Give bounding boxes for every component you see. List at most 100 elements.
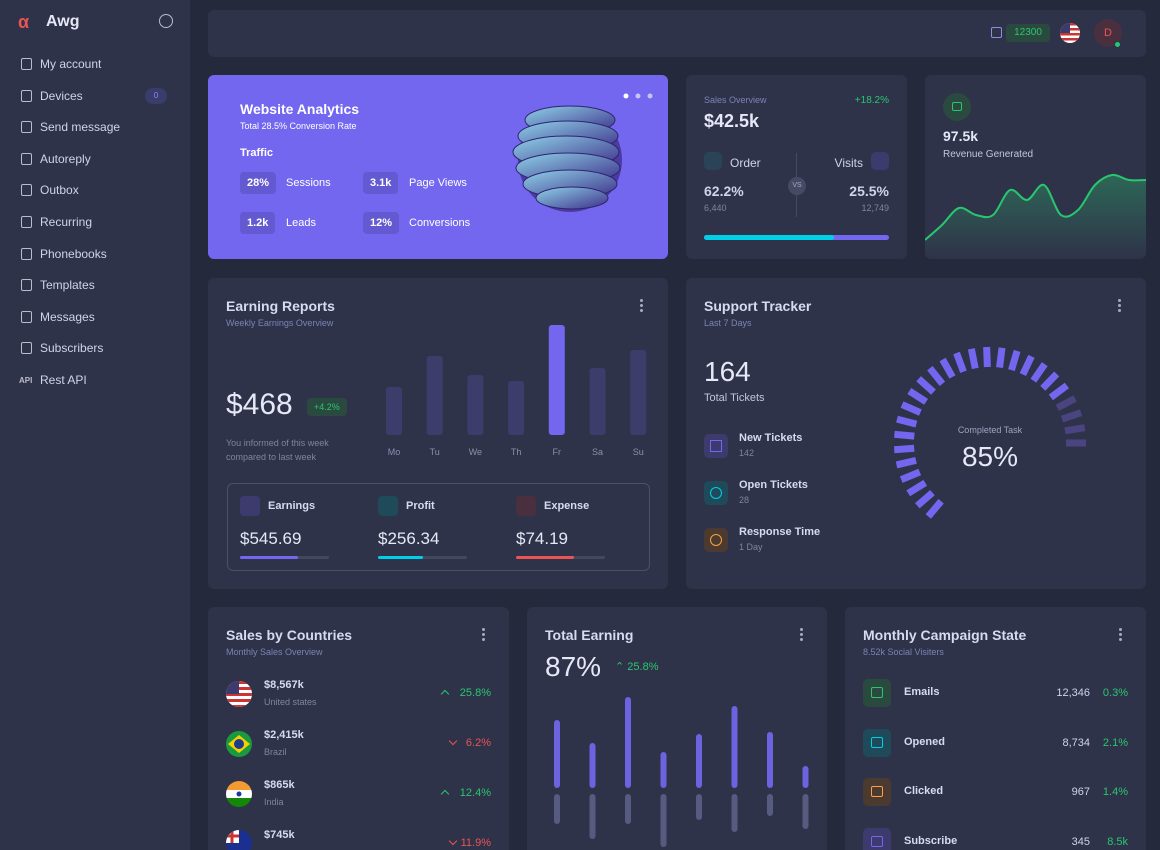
sparkline: [925, 173, 1146, 259]
menu-button[interactable]: [640, 304, 643, 307]
website-analytics: Website Analytics Total 28.5% Conversion…: [208, 75, 668, 259]
breakdown-progress-fill: [240, 556, 298, 559]
earning-bar: [589, 743, 596, 788]
revenue-label: Revenue Generated: [943, 149, 1034, 160]
menu-item[interactable]: Send message: [40, 120, 121, 135]
country-change: 11.9%: [460, 837, 491, 849]
gauge-tick: [939, 357, 956, 379]
menu-item[interactable]: Subscribers: [40, 341, 104, 356]
ticket-icon: [704, 434, 728, 458]
gauge: [893, 346, 1086, 519]
order-icon: [704, 152, 722, 170]
earning-bar: [767, 732, 773, 788]
brand: Awg: [46, 13, 80, 30]
ticket-value: 1 Day: [739, 542, 763, 552]
card-subtitle: 8.52k Social Visiters: [863, 647, 944, 657]
total-earning: Total Earning 87% ⌃ 25.8%: [527, 607, 827, 850]
bar: [467, 375, 484, 435]
campaign-icon: [863, 778, 891, 806]
gauge-tick: [906, 479, 928, 497]
wallet-icon: [991, 27, 1002, 38]
menu-button[interactable]: [1118, 304, 1121, 307]
day-label: Th: [511, 447, 522, 457]
gauge-tick: [967, 348, 979, 370]
day-label: We: [469, 447, 482, 457]
wallet-balance[interactable]: 12300: [1006, 24, 1050, 42]
campaign-icon: [863, 827, 891, 850]
card-title: Earning Reports: [226, 298, 335, 314]
order-percent: 62.2%: [704, 183, 744, 199]
earning-bar: [660, 752, 667, 788]
menu-icon: [21, 279, 32, 292]
gauge-tick: [899, 468, 922, 483]
expense-bar: [589, 794, 596, 839]
country-amount: $865k: [264, 779, 295, 791]
menu-icon: [21, 184, 32, 197]
gauge-tick: [1019, 354, 1035, 376]
gauge-label: Completed Task: [957, 425, 1023, 435]
menu-item[interactable]: Autoreply: [40, 151, 91, 166]
menu-item[interactable]: Outbox: [40, 183, 79, 198]
menu-item[interactable]: Templates: [40, 278, 95, 293]
bar: [630, 350, 647, 435]
flags: [226, 681, 252, 850]
campaign-count: 345: [1071, 835, 1090, 848]
ticket-icon: [704, 481, 728, 505]
gauge-tick: [894, 430, 915, 440]
visits-icon: [871, 152, 889, 170]
breakdown-label: Profit: [406, 500, 435, 512]
menu-item[interactable]: Phonebooks: [40, 246, 107, 261]
icon-glyph: [710, 534, 722, 546]
menu-icon-text: API: [19, 376, 33, 385]
gauge-tick: [1030, 362, 1048, 383]
menu-button[interactable]: [1119, 633, 1122, 636]
revenue-icon: [943, 93, 971, 121]
card-title: Sales by Countries: [226, 627, 353, 643]
progress: [704, 235, 889, 240]
menu-icon: [21, 152, 32, 165]
gauge-tick: [996, 347, 1006, 369]
collapse-toggle[interactable]: [159, 14, 173, 28]
icon-glyph: [710, 440, 722, 452]
amount: $468: [226, 388, 293, 421]
country-change: 6.2%: [465, 737, 491, 749]
expense-bar: [767, 794, 773, 816]
menu-item[interactable]: Devices: [40, 88, 83, 103]
menu-button[interactable]: [482, 633, 485, 636]
expense-bar: [696, 794, 702, 820]
change-value: 25.8%: [627, 661, 659, 673]
menu-icon: [21, 342, 32, 355]
breakdown: Earnings $545.69 Profit $256.34 Expense $74.1…: [227, 483, 650, 571]
card-subtitle: Weekly Earnings Overview: [226, 318, 334, 328]
gauge-tick: [916, 376, 936, 395]
weekly-bars: Mo Tu We Th Fr Sa Su: [386, 325, 647, 457]
day-label: Sa: [592, 447, 603, 457]
section-title: Traffic: [240, 147, 274, 159]
country-name: United states: [264, 697, 317, 707]
earning-bar: [625, 697, 631, 788]
bar: [589, 368, 606, 435]
ticket-label: Response Time: [739, 526, 821, 538]
campaign-label: Opened: [904, 735, 945, 748]
breakdown-icon: [516, 496, 536, 516]
breakdown-progress-fill: [378, 556, 423, 559]
icon-glyph: [871, 835, 883, 847]
stat-value: 1.2k: [240, 212, 276, 234]
icon-glyph: [871, 736, 883, 748]
day-label: Fr: [553, 447, 562, 457]
menu-item[interactable]: Rest API: [40, 373, 87, 387]
breakdown-progress-fill: [516, 556, 574, 559]
percent: 87%: [545, 651, 602, 682]
bar: [386, 387, 402, 435]
menu-item[interactable]: Recurring: [40, 215, 93, 229]
sphere-illustration: [512, 93, 653, 212]
icon-glyph: [871, 786, 883, 797]
menu-item[interactable]: Messages: [40, 309, 95, 324]
gauge-tick: [1064, 424, 1086, 435]
menu-item[interactable]: My account: [40, 57, 102, 71]
visits-percent: 25.5%: [849, 183, 889, 199]
menu-icon: [21, 121, 32, 134]
language-flag[interactable]: [1060, 23, 1080, 43]
menu-button[interactable]: [800, 633, 803, 636]
country-name: India: [264, 797, 284, 807]
